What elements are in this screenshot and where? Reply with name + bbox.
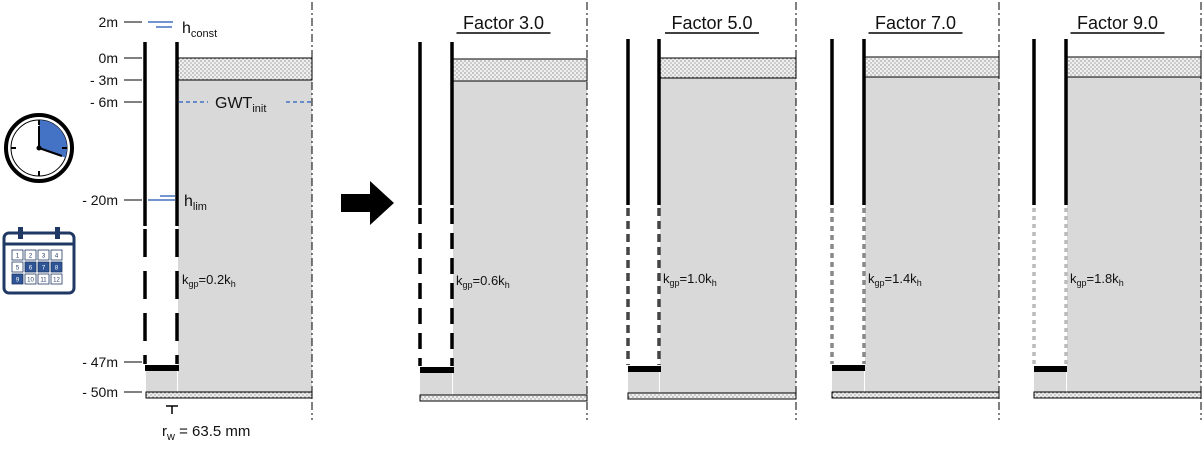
calendar-day-number: 2	[29, 254, 33, 260]
aquifer-fill	[865, 77, 999, 392]
calendar-day: 11	[37, 273, 50, 285]
calendar-day-number: 6	[29, 266, 33, 272]
well-panel: Factor 5.0 kgp=1.0kh	[626, 2, 797, 420]
depth-label-50m: - 50m	[82, 384, 118, 400]
depth-label-2m: 2m	[99, 14, 118, 30]
radius-label: rw = 63.5 mm	[162, 423, 250, 443]
top-soil-layer	[452, 58, 588, 82]
well-panel: kgp=0.2kh	[143, 2, 313, 420]
bottom-layer	[831, 391, 1000, 399]
calendar-day-number: 1	[16, 254, 20, 260]
radius-annotation: rw = 63.5 mm	[162, 405, 250, 443]
calendar-grid: 1 2 3 45 6 7 89 10 11 12	[11, 249, 63, 285]
calendar-day-number: 3	[42, 254, 46, 260]
kgp-label: kgp=1.0kh	[663, 271, 717, 288]
calendar-day-number: 10	[27, 278, 34, 284]
depth-label-47m: - 47m	[82, 354, 118, 370]
calendar-day: 8	[50, 261, 63, 273]
calendar-day-number: 9	[16, 278, 20, 284]
well-bottom-cap	[832, 365, 865, 371]
bottom-layer	[419, 394, 588, 402]
calendar-day-number: 4	[55, 254, 59, 260]
well-panels: kgp=0.2kh Factor 3.0 kgp=0.6kh Factor 5.0 kg…	[143, 2, 1202, 420]
depth-scale: 2m 0m - 3m - 6m - 20m - 47m - 50m	[82, 14, 142, 400]
depth-label-3m: - 3m	[90, 72, 118, 88]
top-soil-layer	[177, 57, 313, 81]
calendar-icon: 1 2 3 45 6 7 89 10 11 12	[2, 227, 76, 295]
kgp-label: kgp=0.6kh	[456, 273, 510, 290]
calendar-day: 6	[24, 261, 37, 273]
aquifer-below-well	[420, 370, 452, 395]
aquifer-fill	[178, 80, 312, 392]
gwt-init-annotation: GWTinit	[179, 95, 312, 115]
aquifer-below-well	[628, 369, 659, 393]
calendar-day-number: 11	[40, 278, 47, 284]
depth-label-6m: - 6m	[90, 94, 118, 110]
well-bottom-cap	[628, 366, 661, 372]
well-panel: Factor 7.0 kgp=1.4kh	[830, 2, 1000, 420]
bottom-layer	[1033, 391, 1202, 399]
top-soil-layer	[864, 56, 1000, 78]
calendar-day: 5	[11, 261, 24, 273]
top-soil-layer	[1066, 56, 1202, 78]
depth-label-0m: 0m	[99, 50, 118, 66]
calendar-day: 7	[37, 261, 50, 273]
well-panel: Factor 9.0 kgp=1.8kh	[1032, 2, 1202, 420]
bottom-layer	[627, 392, 797, 400]
h-lim-label: hlim	[184, 193, 207, 213]
calendar-day-number: 7	[42, 266, 46, 272]
aquifer-fill	[660, 78, 796, 393]
aquifer-fill	[453, 81, 587, 395]
calendar-day: 3	[37, 249, 50, 261]
panel-title: Factor 5.0	[671, 13, 752, 33]
well-bottom-cap	[1034, 366, 1067, 372]
calendar-day: 2	[24, 249, 37, 261]
calendar-day: 1	[11, 249, 24, 261]
gwt-init-label: GWTinit	[215, 95, 266, 115]
kgp-label: kgp=1.8kh	[1070, 271, 1124, 288]
panel-title: Factor 7.0	[875, 13, 956, 33]
bottom-layer	[145, 391, 313, 399]
well-bottom-cap	[420, 367, 454, 373]
right-arrow-icon	[341, 181, 394, 225]
aquifer-below-well	[1034, 369, 1066, 392]
calendar-day-number: 5	[16, 266, 20, 272]
h-const-annotation: hconst	[148, 20, 217, 40]
depth-label-20m: - 20m	[82, 192, 118, 208]
well-bottom-cap	[145, 365, 179, 371]
calendar-day: 10	[24, 273, 37, 285]
kgp-label: kgp=1.4kh	[868, 271, 922, 288]
h-const-label: hconst	[182, 20, 217, 40]
aquifer-below-well	[146, 368, 177, 392]
kgp-label: kgp=0.2kh	[182, 272, 236, 289]
aquifer-fill	[1067, 77, 1201, 392]
calendar-day-number: 12	[53, 278, 60, 284]
aquifer-below-well	[832, 368, 864, 392]
calendar-day: 9	[11, 273, 24, 285]
top-soil-layer	[659, 57, 797, 79]
panel-title: Factor 9.0	[1077, 13, 1158, 33]
clock-icon	[4, 113, 74, 183]
well-panel: Factor 3.0 kgp=0.6kh	[418, 2, 588, 420]
h-lim-annotation: hlim	[148, 193, 207, 213]
panel-title: Factor 3.0	[463, 13, 544, 33]
calendar-day-number: 8	[55, 266, 59, 272]
calendar-day: 4	[50, 249, 63, 261]
calendar-day: 12	[50, 273, 63, 285]
